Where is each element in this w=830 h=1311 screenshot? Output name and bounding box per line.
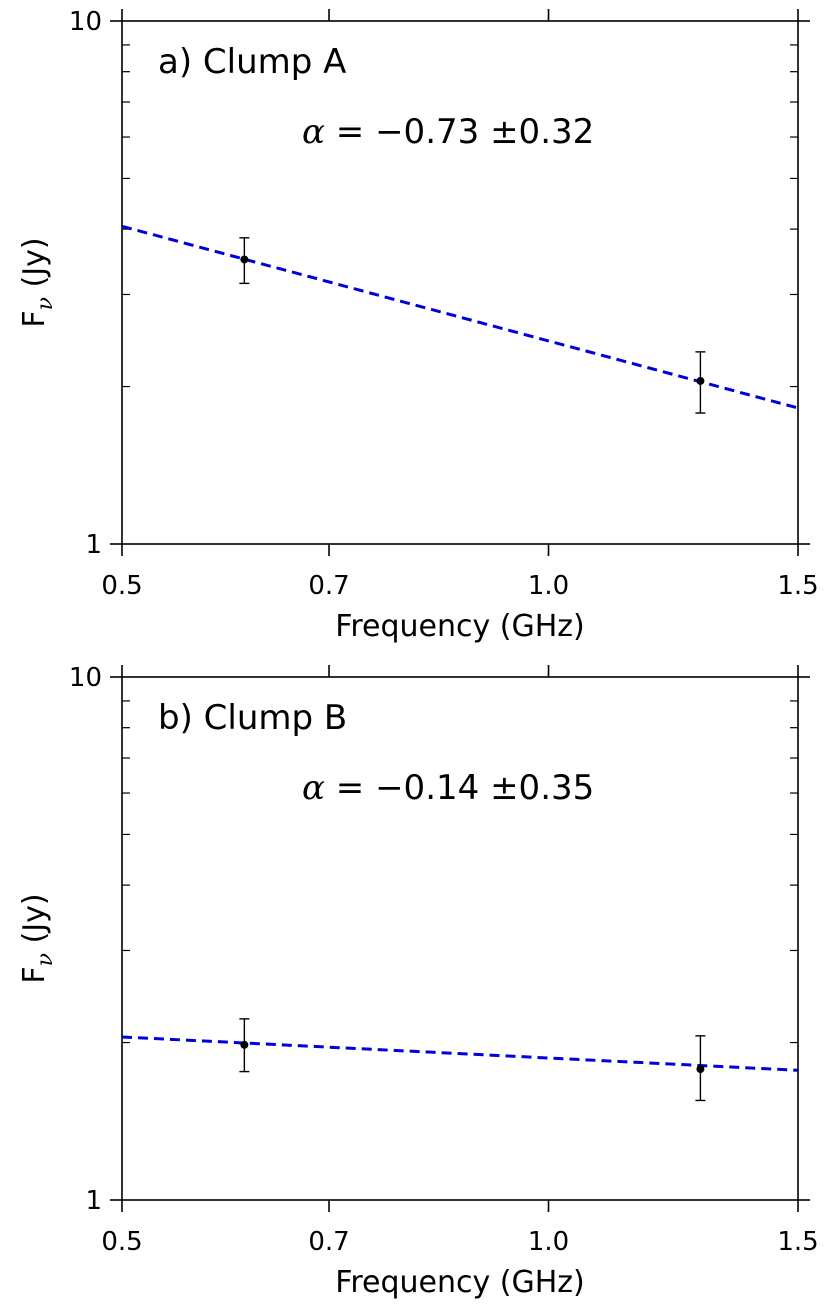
x-tick-label: 1.0 <box>528 571 569 601</box>
y-label-unit: (Jy) <box>17 237 52 297</box>
x-tick-label: 1.5 <box>777 1227 818 1257</box>
spectral-index-annotation: α = −0.73 ±0.32 <box>302 112 594 152</box>
y-axis-label: Fν (Jy) <box>17 237 58 327</box>
alpha-value: = −0.73 ±0.32 <box>325 112 594 152</box>
plot-frame <box>121 20 799 545</box>
y-label-unit: (Jy) <box>17 893 52 953</box>
data-point <box>240 255 249 264</box>
panel-title: b) Clump B <box>158 698 347 738</box>
y-tick-label: 10 <box>69 7 102 37</box>
y-label-subscript: ν <box>33 953 58 966</box>
data-point <box>240 1040 249 1049</box>
y-axis-label: Fν (Jy) <box>17 893 58 983</box>
x-tick-label: 0.7 <box>308 571 349 601</box>
alpha-value: = −0.14 ±0.35 <box>325 768 594 808</box>
y-label-main: F <box>17 966 52 983</box>
y-tick-label: 1 <box>85 1186 102 1216</box>
fit-line <box>121 1035 799 1072</box>
x-tick-label: 0.7 <box>308 1227 349 1257</box>
data-point <box>696 376 705 385</box>
x-axis-label: Frequency (GHz) <box>335 1265 584 1300</box>
x-tick-label: 0.5 <box>101 1227 142 1257</box>
y-tick-label: 10 <box>69 663 102 693</box>
panel-title: a) Clump A <box>158 42 346 82</box>
x-tick-label: 0.5 <box>101 571 142 601</box>
panel-b: 0.5 0.7 1.0 1.5 1 10 b) Clump B α = −0.14 ±0.35… <box>17 663 819 1300</box>
plot-frame <box>121 676 799 1201</box>
y-label-subscript: ν <box>33 297 58 310</box>
y-tick-label: 1 <box>85 530 102 560</box>
y-label-main: F <box>17 310 52 327</box>
spectral-index-annotation: α = −0.14 ±0.35 <box>302 768 594 808</box>
panel-a: 0.5 0.7 1.0 1.5 1 10 a) Clump A α = −0.73 ±0.32… <box>17 7 819 644</box>
alpha-symbol: α <box>302 768 325 808</box>
data-point <box>696 1065 705 1074</box>
alpha-symbol: α <box>302 112 325 152</box>
x-tick-label: 1.0 <box>528 1227 569 1257</box>
x-tick-label: 1.5 <box>777 571 818 601</box>
x-axis-label: Frequency (GHz) <box>335 609 584 644</box>
fit-line <box>121 224 799 410</box>
